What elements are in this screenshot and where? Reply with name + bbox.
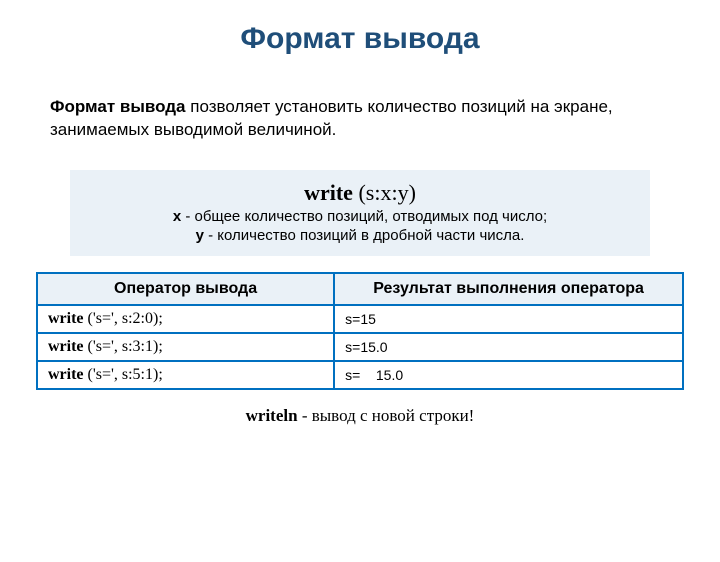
infobox-line-x: x - общее количество позиций, отводимых …	[82, 208, 638, 225]
footer-note: writeln - вывод с новой строки!	[0, 406, 720, 426]
op-bold: write	[48, 310, 84, 327]
infobox-line-y: y - количество позиций в дробной части ч…	[82, 227, 638, 244]
intro-paragraph: Формат вывода позволяет установить колич…	[50, 96, 670, 142]
footer-bold: writeln	[246, 406, 302, 425]
col-header-result: Результат выполнения оператора	[334, 273, 683, 305]
cell-result: s=15.0	[334, 333, 683, 361]
table-row: write ('s=', s:3:1);s=15.0	[37, 333, 683, 361]
cell-result: s= 15.0	[334, 361, 683, 389]
infobox-title: write (s:x:y)	[82, 180, 638, 206]
example-table-wrap: Оператор вывода Результат выполнения опе…	[36, 272, 684, 390]
table-row: write ('s=', s:5:1);s= 15.0	[37, 361, 683, 389]
var-x: x	[173, 208, 181, 225]
cell-result: s=15	[334, 305, 683, 333]
syntax-infobox: write (s:x:y) x - общее количество позиц…	[70, 170, 650, 256]
var-y: y	[196, 227, 204, 244]
cell-operator: write ('s=', s:3:1);	[37, 333, 334, 361]
footer-rest: - вывод с новой строки!	[302, 406, 475, 425]
cell-operator: write ('s=', s:5:1);	[37, 361, 334, 389]
infobox-title-bold: write	[304, 180, 353, 205]
line2-rest: - количество позиций в дробной части чис…	[204, 227, 524, 244]
example-table: Оператор вывода Результат выполнения опе…	[36, 272, 684, 390]
op-bold: write	[48, 366, 84, 383]
op-rest: ('s=', s:2:0);	[84, 310, 163, 327]
table-row: write ('s=', s:2:0);s=15	[37, 305, 683, 333]
page-title: Формат вывода	[0, 22, 720, 56]
col-header-operator: Оператор вывода	[37, 273, 334, 305]
line1-rest: - общее количество позиций, отводимых по…	[181, 208, 547, 225]
intro-bold: Формат вывода	[50, 97, 186, 116]
op-bold: write	[48, 338, 84, 355]
infobox-title-rest: (s:x:y)	[353, 180, 416, 205]
table-header-row: Оператор вывода Результат выполнения опе…	[37, 273, 683, 305]
op-rest: ('s=', s:3:1);	[84, 338, 163, 355]
cell-operator: write ('s=', s:2:0);	[37, 305, 334, 333]
op-rest: ('s=', s:5:1);	[84, 366, 163, 383]
